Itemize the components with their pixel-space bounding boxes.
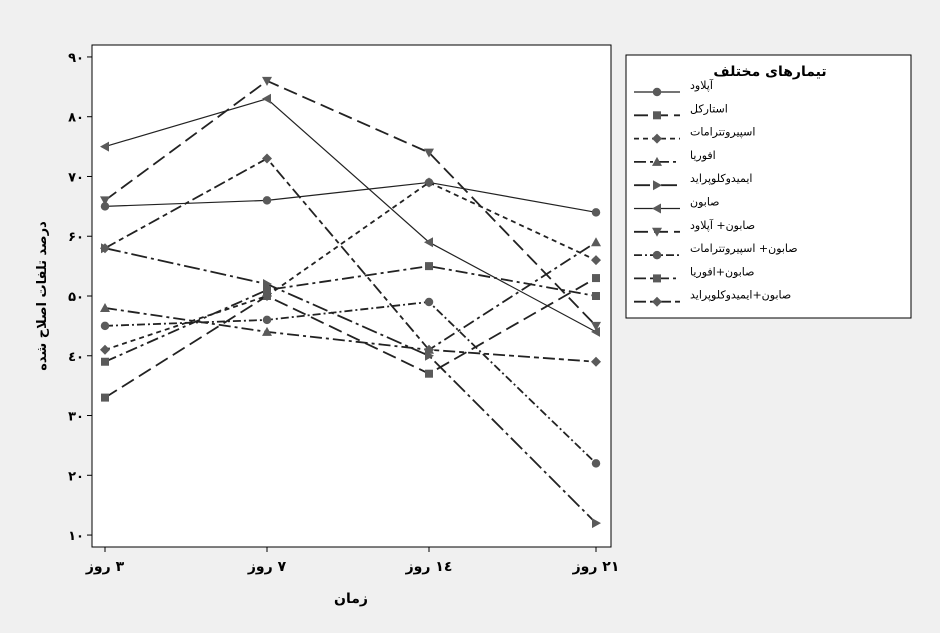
legend-entry: استارکل: [634, 102, 728, 120]
y-tick-label: ۲۰: [68, 469, 84, 484]
legend-marker: [653, 180, 662, 191]
data-point: [591, 459, 601, 468]
y-tick-label: ۷۰: [68, 170, 84, 185]
data-point: [424, 148, 434, 158]
legend-label: افوریا: [690, 149, 716, 162]
legend-label: صابون+افوریا: [690, 265, 754, 278]
data-point: [425, 262, 433, 271]
legend-entry: صابون+ایمیدوکلوپراید: [634, 289, 791, 307]
data-point: [262, 326, 272, 336]
series-line: [104, 265, 597, 363]
data-point: [425, 350, 434, 361]
y-tick-label: ۵۰: [68, 290, 84, 305]
data-point: [100, 302, 110, 312]
legend-marker: [652, 250, 662, 260]
data-point: [592, 518, 601, 529]
x-tick-label: ۳ روز: [85, 559, 125, 575]
data-point: [262, 196, 272, 205]
series-line: [104, 157, 597, 363]
legend-entry: افوریا: [634, 149, 716, 166]
legend-marker: [652, 156, 662, 166]
series-10: [100, 153, 601, 367]
legend-box: [625, 54, 912, 319]
y-tick-label: ۹۰: [68, 51, 84, 66]
data-point: [591, 326, 600, 337]
legend-label: صابون+ایمیدوکلوپراید: [690, 289, 791, 302]
series-6: [100, 93, 600, 337]
data-point: [101, 357, 109, 366]
legend-entry: صابون+افوریا: [634, 265, 754, 283]
legend-entry: صابون+ اسپیروتترامات: [634, 242, 798, 260]
legend-marker: [652, 87, 662, 97]
data-point: [100, 196, 110, 206]
series-9: [101, 262, 600, 366]
x-tick-label: ۷ روز: [247, 559, 287, 575]
series-7: [100, 76, 601, 331]
data-point: [262, 315, 272, 325]
data-point: [100, 243, 110, 254]
y-tick-label: ۱۰: [68, 529, 84, 544]
series-8: [100, 297, 601, 468]
data-point: [424, 177, 434, 188]
data-point: [424, 297, 434, 307]
series-line: [104, 301, 597, 464]
legend-marker: [653, 274, 661, 283]
y-axis-title: درصد تلفات اصلاح شده: [35, 221, 50, 371]
legend-label: ایمیدوکلوپراید: [690, 172, 752, 185]
data-point: [424, 344, 434, 355]
legend-entry: اسپیروتترامات: [634, 126, 755, 144]
data-point: [262, 153, 272, 164]
legend-label: صابون+ اسپیروتترامات: [690, 242, 798, 255]
data-point: [425, 369, 433, 378]
series-line: [104, 277, 597, 399]
y-tick-label: ۸۰: [68, 111, 84, 126]
data-point: [591, 356, 601, 367]
data-point: [591, 208, 601, 217]
data-point: [592, 292, 600, 300]
data-point: [592, 274, 600, 283]
series-line: [104, 79, 597, 327]
series-line: [104, 247, 597, 524]
legend-entry: آپلاود: [634, 78, 714, 97]
data-point: [424, 237, 433, 248]
legend-entry: ایمیدوکلوپراید: [634, 172, 752, 191]
plot-area: [91, 44, 612, 548]
legend-entry: صابون: [634, 196, 720, 214]
data-point: [262, 93, 271, 104]
legend-marker: [653, 111, 661, 120]
x-tick-label: ۱٤ روز: [405, 559, 453, 575]
y-tick-label: ۶۰: [68, 230, 84, 245]
data-point: [591, 237, 601, 247]
y-tick-label: ٤۰: [68, 350, 84, 365]
data-point: [262, 76, 272, 86]
legend-marker: [652, 203, 661, 214]
y-tick-label: ۳۰: [68, 410, 84, 425]
data-point: [591, 321, 601, 331]
legend-marker: [652, 296, 662, 307]
x-tick-label: ۲۱ روز: [572, 559, 620, 575]
legend-label: صابون+ آپلاود: [690, 218, 755, 232]
legend-marker: [652, 133, 662, 144]
legend-label: صابون: [690, 196, 720, 209]
data-point: [591, 255, 601, 266]
data-point: [100, 202, 110, 211]
legend-title: تیمارهای مختلف: [713, 64, 826, 80]
legend-label: آپلاود: [690, 78, 714, 92]
data-point: [263, 286, 271, 295]
legend-entry: صابون+ آپلاود: [634, 218, 755, 237]
data-point: [100, 344, 110, 355]
data-point: [100, 321, 110, 331]
legend-label: استارکل: [690, 102, 728, 115]
data-point: [100, 141, 109, 152]
x-axis-title: زمان: [334, 591, 368, 607]
legend-marker: [652, 227, 662, 237]
data-point: [101, 393, 109, 402]
legend-label: اسپیروتترامات: [690, 126, 755, 139]
series-line: [104, 98, 597, 333]
